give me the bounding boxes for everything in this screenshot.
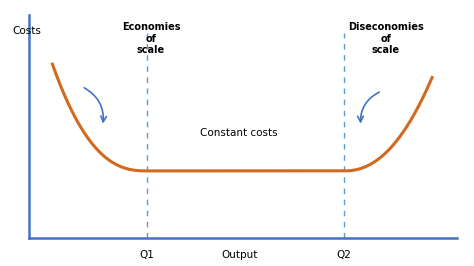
Text: Q2: Q2 [337, 250, 351, 260]
Text: Costs: Costs [12, 26, 41, 36]
Text: Output: Output [221, 250, 257, 260]
Text: Constant costs: Constant costs [201, 128, 278, 138]
Text: Economies
of
scale: Economies of scale [122, 22, 180, 55]
Text: Q1: Q1 [139, 250, 154, 260]
Text: Diseconomies
of
scale: Diseconomies of scale [348, 22, 424, 55]
